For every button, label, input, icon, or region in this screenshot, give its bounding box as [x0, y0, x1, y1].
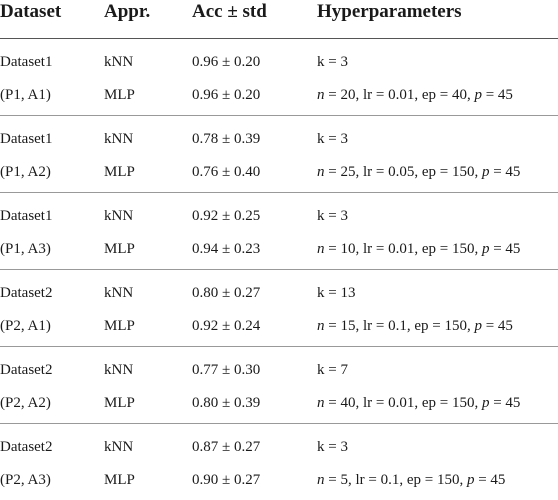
dataset-cell: (P1, A2): [0, 155, 104, 193]
accuracy-cell: 0.80 ± 0.39: [192, 386, 317, 424]
approach-cell: MLP: [104, 155, 192, 193]
accuracy-cell: 0.78 ± 0.39: [192, 116, 317, 156]
dataset-cell: Dataset1: [0, 39, 104, 79]
dataset-cell: (P1, A3): [0, 232, 104, 270]
approach-cell: MLP: [104, 309, 192, 347]
dataset-cell: (P1, A1): [0, 78, 104, 116]
approach-cell: MLP: [104, 232, 192, 270]
approach-cell: MLP: [104, 386, 192, 424]
hyperparameters-cell: k = 3: [317, 424, 558, 464]
dataset-cell: (P2, A3): [0, 463, 104, 500]
accuracy-cell: 0.77 ± 0.30: [192, 347, 317, 387]
hyperparameters-cell: n = 5, lr = 0.1, ep = 150, p = 45: [317, 463, 558, 500]
hyperparameters-cell: n = 20, lr = 0.01, ep = 40, p = 45: [317, 78, 558, 116]
approach-cell: kNN: [104, 193, 192, 233]
dataset-cell: Dataset2: [0, 347, 104, 387]
hyperparameters-cell: k = 7: [317, 347, 558, 387]
approach-cell: kNN: [104, 347, 192, 387]
accuracy-cell: 0.96 ± 0.20: [192, 78, 317, 116]
dataset-cell: (P2, A2): [0, 386, 104, 424]
approach-cell: MLP: [104, 463, 192, 500]
hyperparameters-cell: k = 3: [317, 193, 558, 233]
hyperparameters-cell: n = 15, lr = 0.1, ep = 150, p = 45: [317, 309, 558, 347]
dataset-cell: Dataset2: [0, 270, 104, 310]
accuracy-cell: 0.87 ± 0.27: [192, 424, 317, 464]
approach-cell: MLP: [104, 78, 192, 116]
approach-cell: kNN: [104, 270, 192, 310]
hyperparameters-cell: k = 3: [317, 116, 558, 156]
approach-cell: kNN: [104, 39, 192, 79]
header-accuracy: Acc ± std: [192, 0, 317, 39]
accuracy-cell: 0.90 ± 0.27: [192, 463, 317, 500]
dataset-cell: Dataset1: [0, 193, 104, 233]
header-approach: Appr.: [104, 0, 192, 39]
accuracy-cell: 0.92 ± 0.25: [192, 193, 317, 233]
accuracy-cell: 0.76 ± 0.40: [192, 155, 317, 193]
header-row: Dataset Appr. Acc ± std Hyperparameters: [0, 0, 558, 39]
dataset-cell: (P2, A1): [0, 309, 104, 347]
hyperparameters-cell: n = 40, lr = 0.01, ep = 150, p = 45: [317, 386, 558, 424]
accuracy-cell: 0.92 ± 0.24: [192, 309, 317, 347]
approach-cell: kNN: [104, 424, 192, 464]
hyperparameters-cell: n = 10, lr = 0.01, ep = 150, p = 45: [317, 232, 558, 270]
dataset-cell: Dataset2: [0, 424, 104, 464]
hyperparameters-cell: n = 25, lr = 0.05, ep = 150, p = 45: [317, 155, 558, 193]
hyperparameters-cell: k = 3: [317, 39, 558, 79]
hyperparameters-cell: k = 13: [317, 270, 558, 310]
accuracy-cell: 0.96 ± 0.20: [192, 39, 317, 79]
approach-cell: kNN: [104, 116, 192, 156]
accuracy-cell: 0.80 ± 0.27: [192, 270, 317, 310]
accuracy-cell: 0.94 ± 0.23: [192, 232, 317, 270]
dataset-cell: Dataset1: [0, 116, 104, 156]
header-dataset: Dataset: [0, 0, 104, 39]
header-hyperparameters: Hyperparameters: [317, 0, 558, 39]
